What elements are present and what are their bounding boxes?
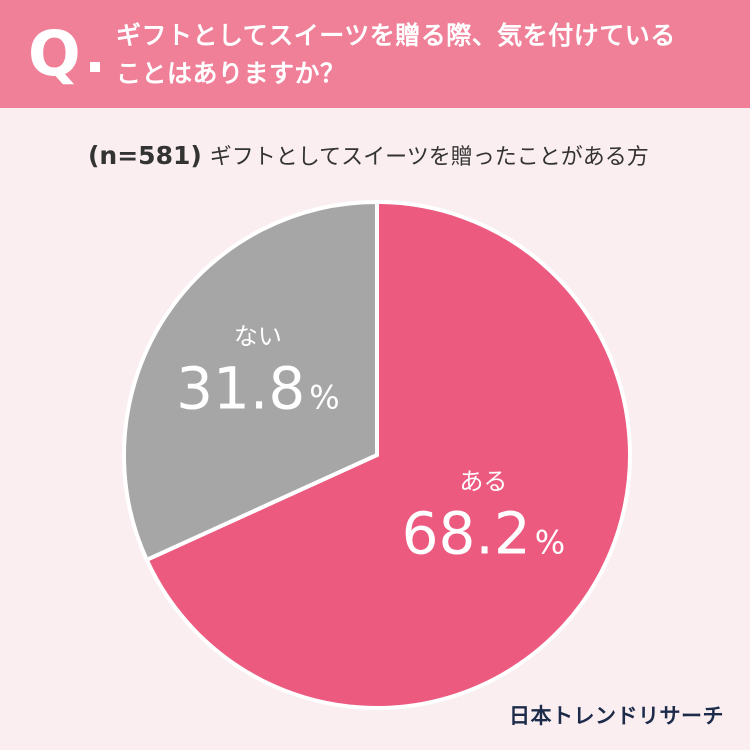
respondent-description: ギフトとしてスイーツを贈ったことがある方 (209, 145, 649, 170)
sample-size: (n=581) (88, 141, 202, 170)
q-dot (90, 62, 100, 72)
question-line-1: ギフトとしてスイーツを贈る際、気を付けている (116, 21, 676, 50)
slice-label-aru: ある (459, 467, 507, 495)
question-header: Q ギフトとしてスイーツを贈る際、気を付けている ことはありますか？ (0, 0, 750, 108)
pie-slice-aru (144, 199, 632, 710)
slice-value-unit-aru: % (535, 523, 565, 561)
brand-logo: 日本トレンドリサーチ (509, 704, 724, 728)
slice-value-number-aru: 68.2 (402, 499, 531, 567)
question-line-2: ことはありますか？ (116, 59, 346, 88)
question-text: ギフトとしてスイーツを贈る際、気を付けている ことはありますか？ (116, 17, 736, 93)
pie-slice-nai (122, 199, 379, 563)
slice-value-nai: 31.8% (176, 354, 340, 422)
q-mark: Q (28, 17, 81, 90)
slice-label-nai: ない (234, 322, 282, 350)
slice-value-number-nai: 31.8 (176, 354, 305, 422)
slice-value-unit-nai: % (309, 378, 339, 416)
slice-value-aru: 68.2% (402, 499, 566, 567)
chart-subtitle: (n=581) ギフトとしてスイーツを贈ったことがある方 (88, 140, 649, 174)
